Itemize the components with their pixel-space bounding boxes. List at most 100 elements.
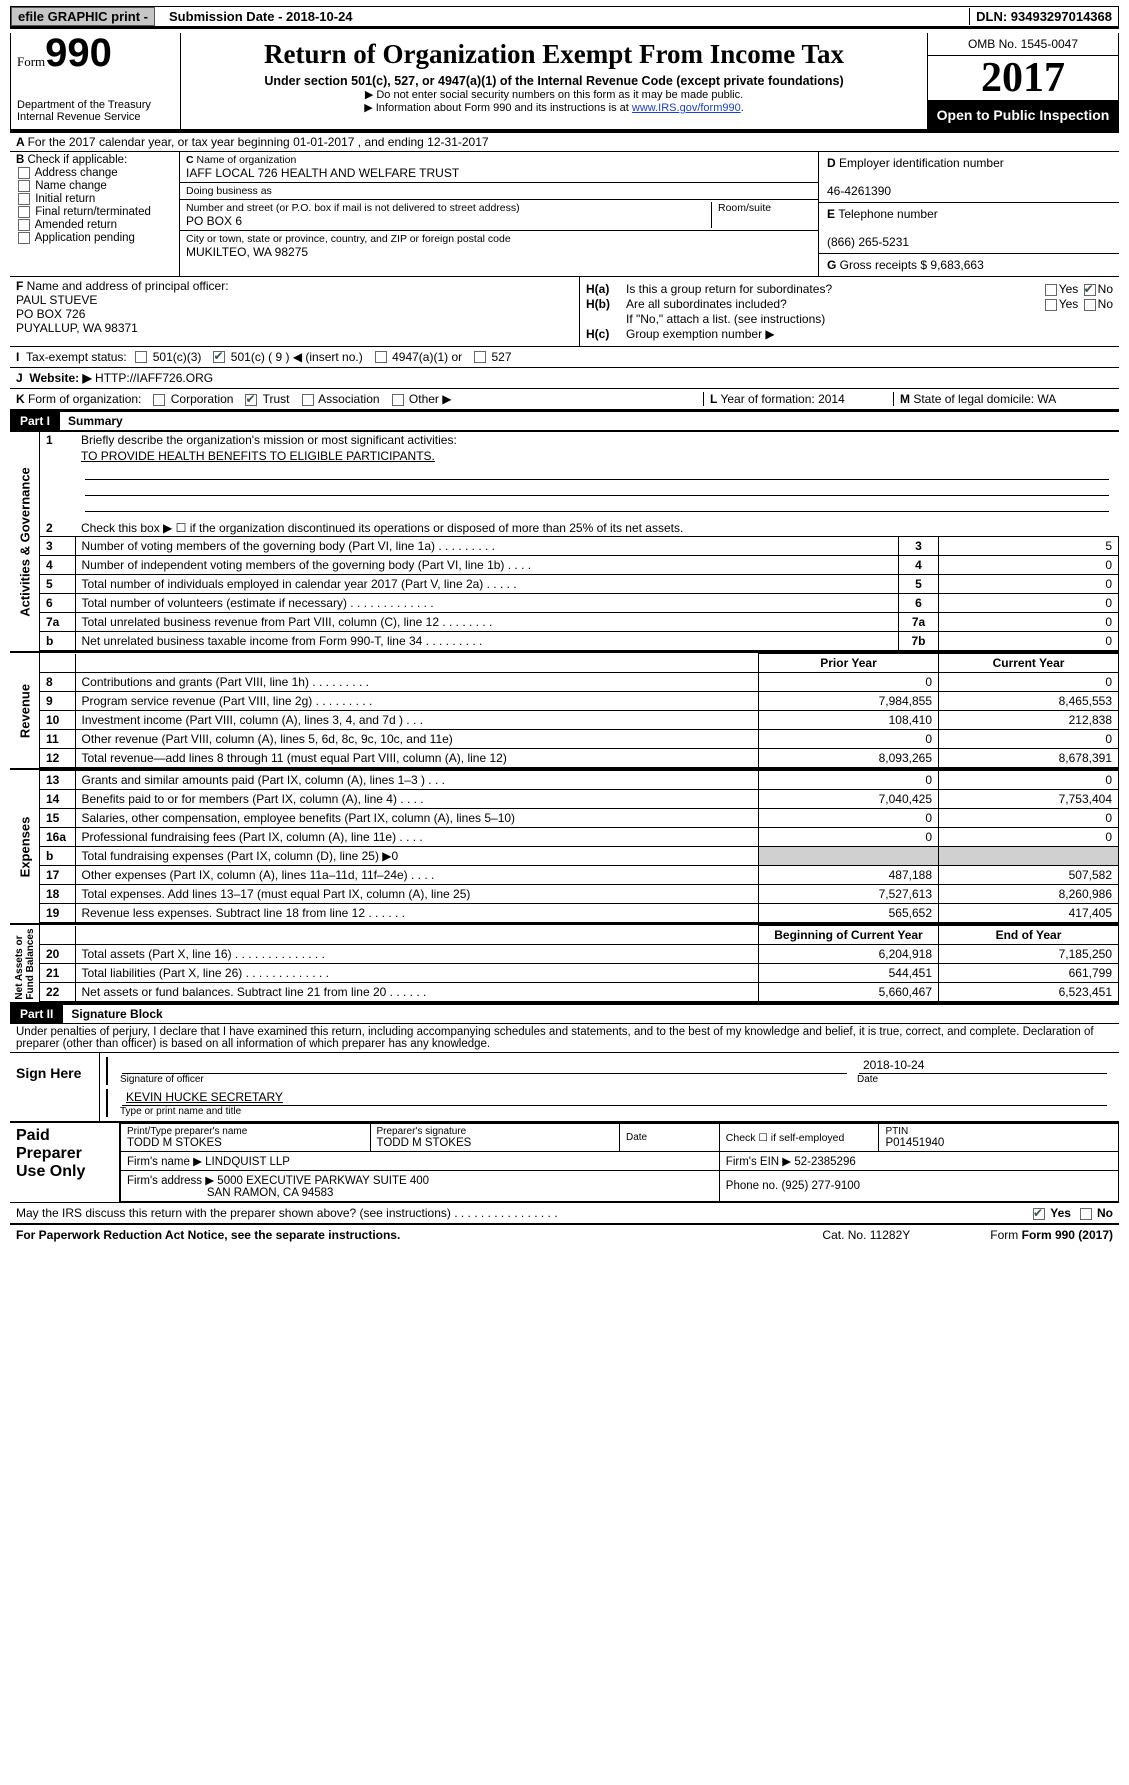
end-year-header: End of Year — [939, 926, 1119, 945]
current-year-value: 8,465,553 — [939, 692, 1119, 711]
perjury-statement: Under penalties of perjury, I declare th… — [10, 1024, 1119, 1052]
officer-addr2: PUYALLUP, WA 98371 — [16, 321, 138, 335]
section-l: L Year of formation: 2014 — [703, 392, 893, 406]
preparer-date-label: Date — [626, 1132, 713, 1143]
check-address-change[interactable]: Address change — [16, 167, 173, 179]
check-501c[interactable] — [213, 351, 225, 363]
check-4947a1[interactable] — [375, 351, 387, 363]
check-corporation[interactable] — [153, 394, 165, 406]
line-number: 13 — [40, 771, 75, 790]
governance-table: 3Number of voting members of the governi… — [40, 536, 1119, 651]
line-number: 20 — [40, 945, 75, 964]
firm-addr1: 5000 EXECUTIVE PARKWAY SUITE 400 — [217, 1175, 429, 1187]
efile-print-button[interactable]: efile GRAPHIC print - — [11, 7, 155, 26]
firm-name-value: LINDQUIST LLP — [205, 1156, 290, 1168]
line-text: Revenue less expenses. Subtract line 18 … — [75, 904, 759, 923]
hb-note: If "No," attach a list. (see instruction… — [626, 312, 1113, 326]
submission-date: Submission Date - 2018-10-24 — [163, 8, 359, 25]
check-other[interactable] — [392, 394, 404, 406]
current-year-value: 7,753,404 — [939, 790, 1119, 809]
prior-year-value: 7,040,425 — [759, 790, 939, 809]
line-number: 19 — [40, 904, 75, 923]
cell-shaded — [759, 847, 939, 866]
line-text: Net unrelated business taxable income fr… — [75, 632, 899, 651]
part-i-tag: Part I — [10, 412, 60, 430]
header-note2: ▶ Information about Form 990 and its ins… — [364, 102, 632, 114]
preparer-self-employed: Check ☐ if self-employed — [719, 1124, 879, 1152]
prior-year-value: 0 — [759, 771, 939, 790]
hb-no-checkbox[interactable] — [1084, 299, 1096, 311]
line-value: 0 — [939, 556, 1119, 575]
q1-text: Briefly describe the organization's miss… — [81, 433, 1113, 447]
firm-ein-value: 52-2385296 — [794, 1156, 855, 1168]
line-box: 3 — [899, 537, 939, 556]
net-assets-table: Beginning of Current YearEnd of Year 20T… — [40, 925, 1119, 1002]
phone-label: Telephone number — [838, 207, 937, 221]
sign-here-label: Sign Here — [10, 1053, 100, 1121]
check-trust[interactable] — [245, 394, 257, 406]
header-note1: ▶ Do not enter social security numbers o… — [189, 88, 919, 101]
cell-shaded — [939, 847, 1119, 866]
ptin-label: PTIN — [885, 1126, 1112, 1137]
street-label: Number and street (or P.O. box if mail i… — [186, 202, 705, 214]
dba-label: Doing business as — [186, 185, 812, 197]
hb-text: Are all subordinates included? — [626, 297, 1043, 311]
line-box: 4 — [899, 556, 939, 575]
prior-year-value: 0 — [759, 828, 939, 847]
section-h: H(a)Is this a group return for subordina… — [580, 277, 1119, 346]
paid-preparer-label: Paid Preparer Use Only — [10, 1123, 120, 1202]
signature-officer-label: Signature of officer — [116, 1074, 853, 1085]
discuss-row: May the IRS discuss this return with the… — [10, 1202, 1119, 1223]
section-d: D Employer identification number 46-4261… — [819, 152, 1119, 203]
net-assets-label: Net Assets orFund Balances — [14, 928, 36, 999]
discuss-no-checkbox[interactable] — [1080, 1208, 1092, 1220]
preparer-sig-label: Preparer's signature — [377, 1126, 614, 1137]
check-501c3[interactable] — [135, 351, 147, 363]
section-a: A For the 2017 calendar year, or tax yea… — [10, 133, 1119, 152]
city-value: MUKILTEO, WA 98275 — [186, 245, 812, 259]
check-final-return[interactable]: Final return/terminated — [16, 206, 173, 218]
preparer-print-value: TODD M STOKES — [127, 1137, 364, 1149]
discuss-yes-checkbox[interactable] — [1033, 1208, 1045, 1220]
footer-left: For Paperwork Reduction Act Notice, see … — [16, 1228, 400, 1242]
ha-yes-checkbox[interactable] — [1045, 284, 1057, 296]
section-m: M State of legal domicile: WA — [893, 392, 1113, 406]
check-name-change[interactable]: Name change — [16, 180, 173, 192]
line-text: Total unrelated business revenue from Pa… — [75, 613, 899, 632]
ha-text: Is this a group return for subordinates? — [626, 282, 1043, 296]
omb-number: OMB No. 1545-0047 — [928, 33, 1118, 56]
check-association[interactable] — [302, 394, 314, 406]
prior-year-value: 487,188 — [759, 866, 939, 885]
top-bar: efile GRAPHIC print - Submission Date - … — [10, 6, 1119, 29]
line-text: Net assets or fund balances. Subtract li… — [75, 983, 759, 1002]
ha-no-checkbox[interactable] — [1084, 284, 1096, 296]
form990-link[interactable]: www.IRS.gov/form990 — [632, 102, 741, 114]
sign-date: 2018-10-24 — [859, 1058, 1107, 1072]
dln: DLN: 93493297014368 — [969, 8, 1118, 25]
line-number: b — [40, 632, 75, 651]
expenses-label: Expenses — [17, 816, 32, 877]
line-number: 8 — [40, 673, 75, 692]
current-year-value: 0 — [939, 673, 1119, 692]
check-527[interactable] — [474, 351, 486, 363]
gross-label: Gross receipts $ — [840, 258, 927, 272]
firm-phone-label: Phone no. — [726, 1180, 778, 1192]
line-number: 10 — [40, 711, 75, 730]
check-amended-return[interactable]: Amended return — [16, 219, 173, 231]
check-initial-return[interactable]: Initial return — [16, 193, 173, 205]
check-application-pending[interactable]: Application pending — [16, 232, 173, 244]
current-year-value: 212,838 — [939, 711, 1119, 730]
section-j: J Website: ▶ HTTP://IAFF726.ORG — [10, 368, 1119, 389]
form-subtitle: Under section 501(c), 527, or 4947(a)(1)… — [189, 74, 919, 88]
ein-value: 46-4261390 — [827, 184, 891, 198]
tax-year-line: For the 2017 calendar year, or tax year … — [28, 135, 489, 149]
irs-label: Internal Revenue Service — [17, 111, 174, 123]
line-text: Total liabilities (Part X, line 26) . . … — [75, 964, 759, 983]
hc-text: Group exemption number ▶ — [626, 327, 1113, 341]
current-year-value: 0 — [939, 809, 1119, 828]
line-text: Investment income (Part VIII, column (A)… — [75, 711, 759, 730]
sign-date-label: Date — [853, 1074, 1113, 1085]
line-box: 7a — [899, 613, 939, 632]
hb-yes-checkbox[interactable] — [1045, 299, 1057, 311]
prior-year-value: 6,204,918 — [759, 945, 939, 964]
